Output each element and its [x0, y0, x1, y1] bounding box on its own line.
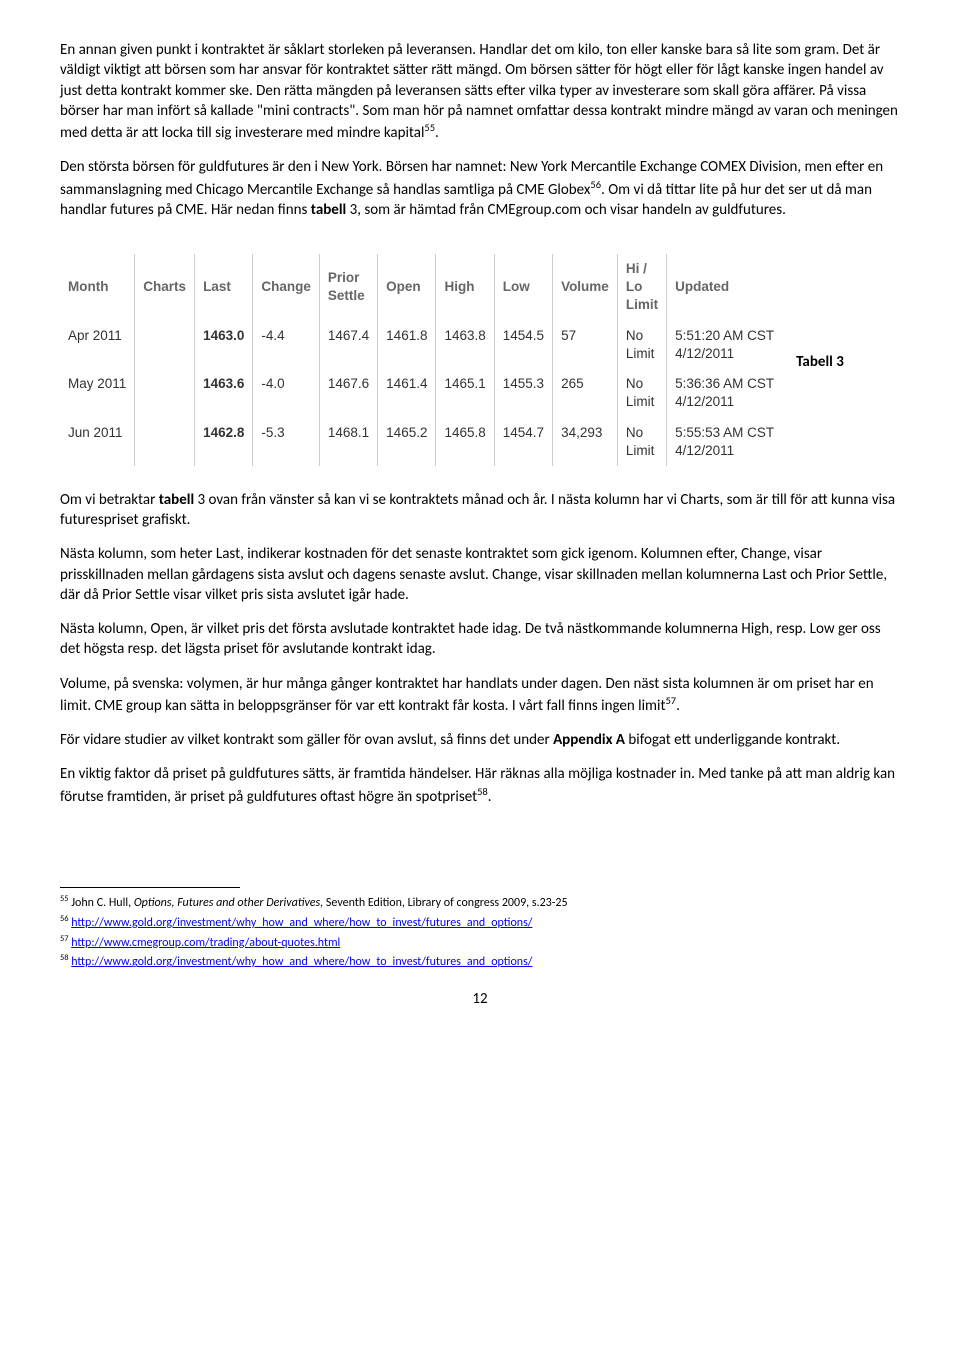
table-cell: -4.4: [253, 321, 320, 369]
futures-table: Month Charts Last Change PriorSettle Ope…: [60, 254, 782, 466]
col-limit: Hi /LoLimit: [617, 254, 666, 321]
footnote-56: 56 http://www.gold.org/investment/why_ho…: [60, 914, 900, 932]
table-cell: [135, 369, 195, 417]
table-cell: Jun 2011: [60, 418, 135, 466]
page-number: 12: [60, 989, 900, 1009]
table-cell: 1467.4: [319, 321, 377, 369]
bold-text: Appendix A: [553, 731, 625, 749]
col-high: High: [436, 254, 494, 321]
table-cell: NoLimit: [617, 369, 666, 417]
table-cell: NoLimit: [617, 418, 666, 466]
col-updated: Updated: [667, 254, 783, 321]
table-cell: 1454.7: [494, 418, 552, 466]
table-cell: 1455.3: [494, 369, 552, 417]
text: John C. Hull,: [69, 896, 134, 910]
table-header-row: Month Charts Last Change PriorSettle Ope…: [60, 254, 782, 321]
text: .: [488, 788, 492, 806]
paragraph-8: En viktig faktor då priset på guldfuture…: [60, 764, 900, 807]
col-prior-settle: PriorSettle: [319, 254, 377, 321]
text: .: [435, 124, 439, 142]
table-caption: Tabell 3: [796, 352, 844, 372]
footnote-separator: [60, 887, 240, 888]
footnotes: 55 John C. Hull, Options, Futures and ot…: [60, 894, 900, 971]
table-row: May 2011 1463.6-4.01467.61461.41465.11455…: [60, 369, 782, 417]
table-cell: 1463.6: [195, 369, 253, 417]
table-body: Apr 20111463.0-4.41467.41461.81463.81454…: [60, 321, 782, 466]
footnote-55: 55 John C. Hull, Options, Futures and ot…: [60, 894, 900, 912]
text: Volume, på svenska: volymen, är hur mång…: [60, 675, 874, 715]
table-cell: 265: [553, 369, 618, 417]
bold-text: tabell: [159, 491, 198, 509]
table-cell: 1463.0: [195, 321, 253, 369]
table-cell: May 2011: [60, 369, 135, 417]
table-cell: 1463.8: [436, 321, 494, 369]
paragraph-3: Om vi betraktar tabell 3 ovan från vänst…: [60, 490, 900, 531]
fn-num: 56: [60, 914, 69, 924]
footnote-57: 57 http://www.cmegroup.com/trading/about…: [60, 934, 900, 952]
paragraph-7: För vidare studier av vilket kontrakt so…: [60, 730, 900, 750]
paragraph-4: Nästa kolumn, som heter Last, indikerar …: [60, 544, 900, 605]
table-cell: -4.0: [253, 369, 320, 417]
col-month: Month: [60, 254, 135, 321]
table-cell: [135, 418, 195, 466]
table-cell: 1465.8: [436, 418, 494, 466]
col-charts: Charts: [135, 254, 195, 321]
bold-text: tabell: [311, 201, 350, 219]
table-cell: 5:51:20 AM CST4/12/2011: [667, 321, 783, 369]
col-last: Last: [195, 254, 253, 321]
table-cell: NoLimit: [617, 321, 666, 369]
table-cell: 57: [553, 321, 618, 369]
table-cell: 1468.1: [319, 418, 377, 466]
fn-italic: Options, Futures and other Derivatives,: [134, 896, 323, 910]
table-cell: 1465.1: [436, 369, 494, 417]
footnote-ref-56: 56: [590, 178, 601, 191]
text: .: [676, 697, 680, 715]
col-volume: Volume: [553, 254, 618, 321]
text: Om vi betraktar: [60, 491, 159, 509]
fn-num: 57: [60, 934, 69, 944]
footnote-58: 58 http://www.gold.org/investment/why_ho…: [60, 953, 900, 971]
footnote-ref-55: 55: [424, 121, 435, 134]
footnote-link[interactable]: http://www.gold.org/investment/why_how_a…: [71, 955, 532, 969]
text: För vidare studier av vilket kontrakt so…: [60, 731, 553, 749]
table-cell: [135, 321, 195, 369]
footnote-ref-58: 58: [477, 785, 488, 798]
table-cell: -5.3: [253, 418, 320, 466]
col-change: Change: [253, 254, 320, 321]
footnote-link[interactable]: http://www.gold.org/investment/why_how_a…: [71, 916, 532, 930]
footnote-ref-57: 57: [665, 694, 676, 707]
table-cell: 1462.8: [195, 418, 253, 466]
table-row: Apr 2011 1463.0-4.41467.41461.81463.81454…: [60, 321, 782, 369]
table-cell: Apr 2011: [60, 321, 135, 369]
table-row: Jun 2011 1462.8-5.31468.11465.21465.81454…: [60, 418, 782, 466]
footnote-link[interactable]: http://www.cmegroup.com/trading/about-qu…: [71, 936, 340, 950]
paragraph-1: En annan given punkt i kontraktet är såk…: [60, 40, 900, 143]
paragraph-5: Nästa kolumn, Open, är vilket pris det f…: [60, 619, 900, 660]
table-cell: 5:55:53 AM CST4/12/2011: [667, 418, 783, 466]
text: 3, som är hämtad från CMEgroup.com och v…: [350, 201, 786, 219]
table-cell: 1461.8: [378, 321, 436, 369]
text: En annan given punkt i kontraktet är såk…: [60, 41, 898, 142]
table-cell: 34,293: [553, 418, 618, 466]
paragraph-2: Den största börsen för guldfutures är de…: [60, 157, 900, 220]
col-open: Open: [378, 254, 436, 321]
fn-num: 55: [60, 894, 69, 904]
table-cell: 1454.5: [494, 321, 552, 369]
table-cell: 5:36:36 AM CST4/12/2011: [667, 369, 783, 417]
col-low: Low: [494, 254, 552, 321]
paragraph-6: Volume, på svenska: volymen, är hur mång…: [60, 674, 900, 717]
text: bifogat ett underliggande kontrakt.: [625, 731, 840, 749]
table-3-wrapper: Month Charts Last Change PriorSettle Ope…: [60, 234, 900, 490]
table-cell: 1461.4: [378, 369, 436, 417]
fn-num: 58: [60, 953, 69, 963]
text: Seventh Edition, Library of congress 200…: [323, 896, 567, 910]
table-cell: 1465.2: [378, 418, 436, 466]
table-cell: 1467.6: [319, 369, 377, 417]
